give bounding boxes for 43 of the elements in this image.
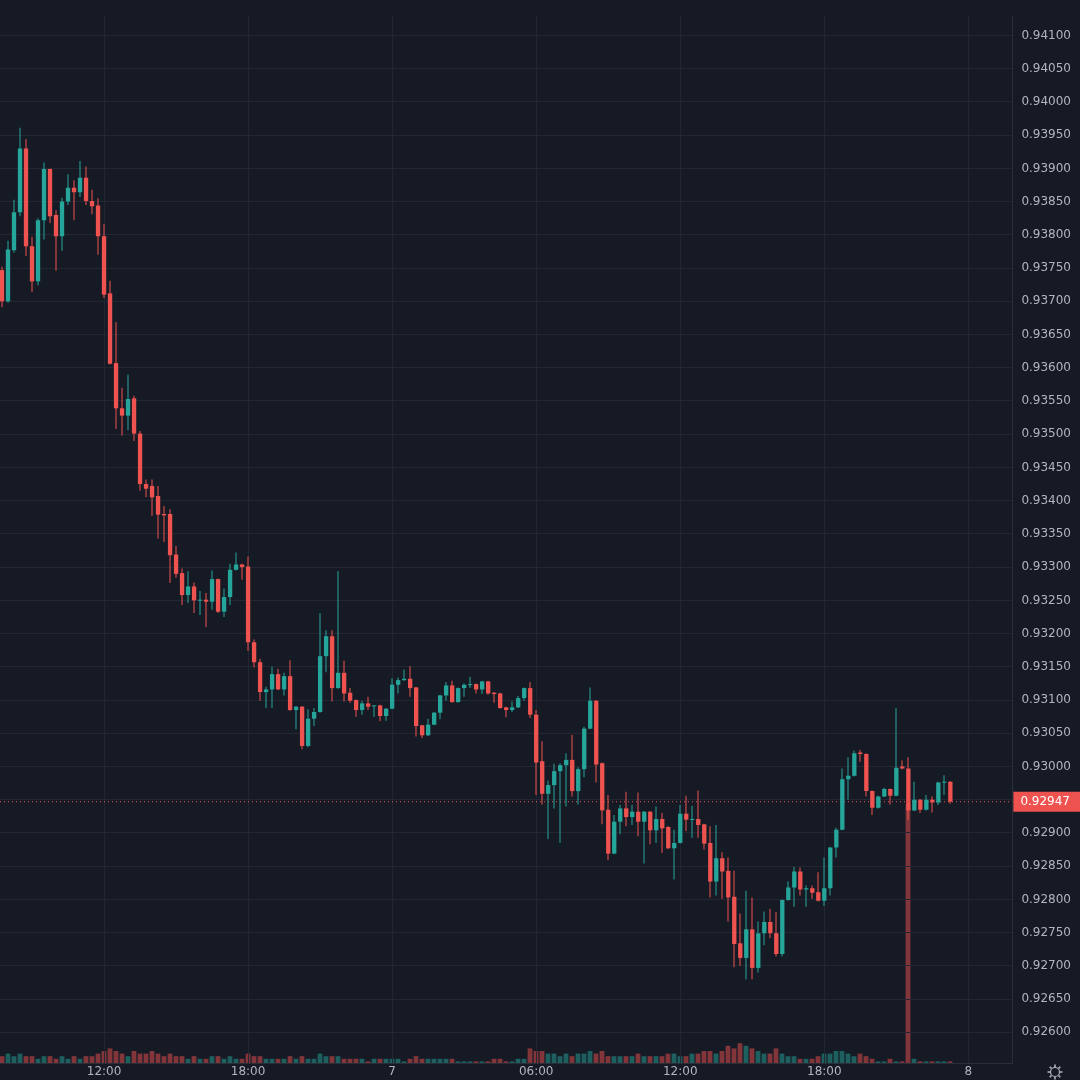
y-tick-label: 0.93500	[1021, 426, 1071, 441]
y-tick-label: 0.93550	[1021, 393, 1071, 408]
x-tick-label: 7	[388, 1063, 396, 1078]
y-tick-label: 0.93200	[1021, 625, 1071, 640]
y-tick-label: 0.93950	[1021, 127, 1071, 142]
y-tick-label: 0.93900	[1021, 160, 1071, 175]
candlestick	[371, 705, 377, 717]
y-tick-label: 0.93350	[1021, 526, 1071, 541]
y-tick-label: 0.92700	[1021, 958, 1071, 973]
candlestick	[690, 805, 695, 838]
y-tick-label: 0.92900	[1021, 825, 1071, 840]
x-tick-label: 18:00	[230, 1063, 266, 1078]
y-tick-label: 0.93000	[1021, 758, 1071, 773]
x-tick-label: 8	[964, 1063, 973, 1078]
y-tick-label: 0.93700	[1021, 293, 1071, 308]
x-tick-label: 12:00	[86, 1063, 122, 1078]
y-tick-label: 0.92800	[1021, 891, 1071, 906]
y-tick-label: 0.93600	[1021, 359, 1071, 374]
x-tick-label: 06:00	[518, 1063, 554, 1078]
y-tick-label: 0.93750	[1021, 260, 1071, 275]
y-tick-label: 0.93100	[1021, 692, 1071, 707]
y-tick-label: 0.92600	[1021, 1024, 1071, 1039]
y-tick-label: 0.93850	[1021, 193, 1071, 208]
y-tick-label: 0.94000	[1021, 94, 1071, 109]
candlestick	[197, 591, 203, 615]
y-tick-label: 0.93800	[1021, 226, 1071, 241]
ref-line-label: 0.92947	[1020, 793, 1070, 808]
y-tick-label: 0.93250	[1021, 592, 1071, 607]
y-tick-label: 0.93650	[1021, 326, 1071, 341]
y-tick-label: 0.92750	[1021, 924, 1071, 939]
candlestick	[558, 763, 563, 843]
y-tick-label: 0.93050	[1021, 725, 1071, 740]
candlestick	[468, 676, 473, 689]
y-tick-label: 0.93400	[1021, 492, 1071, 507]
y-tick-label: 0.93300	[1021, 559, 1071, 574]
y-tick-label: 0.93450	[1021, 459, 1071, 474]
x-tick-label: 12:00	[662, 1063, 698, 1078]
y-tick-label: 0.92650	[1021, 991, 1071, 1006]
y-tick-label: 0.92850	[1021, 858, 1071, 873]
y-tick-label: 0.94050	[1021, 60, 1071, 75]
y-tick-label: 0.94100	[1021, 27, 1071, 42]
x-tick-label: 18:00	[807, 1063, 842, 1078]
y-tick-label: 0.93150	[1021, 658, 1071, 673]
